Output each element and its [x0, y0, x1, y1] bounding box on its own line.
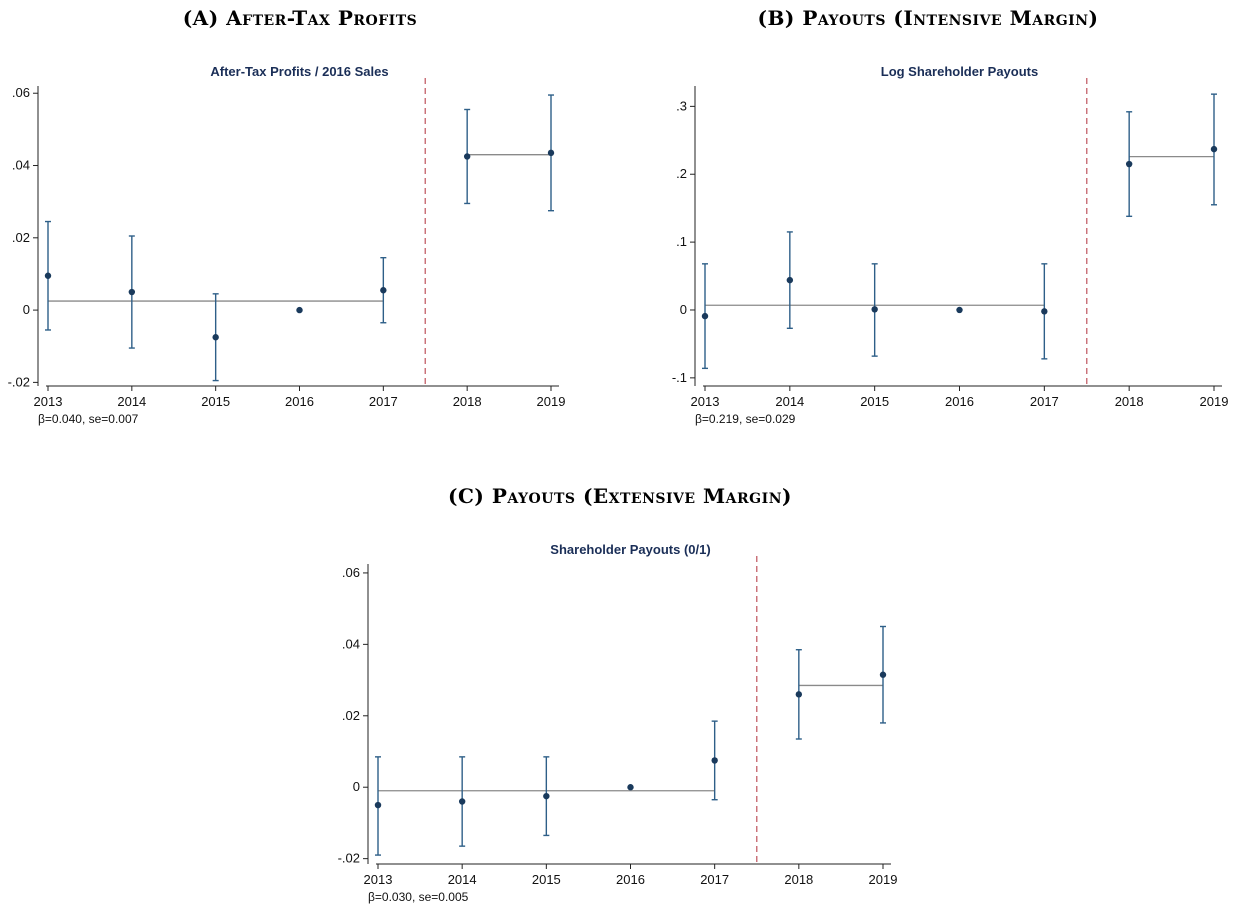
x-tick-label: 2018	[1115, 394, 1144, 409]
data-point	[1125, 160, 1133, 168]
data-point	[879, 671, 887, 678]
data-point	[795, 691, 803, 698]
coefficient-note: β=0.040, se=0.007	[38, 412, 139, 426]
data-point	[627, 784, 634, 791]
x-tick-label: 2017	[1030, 394, 1059, 409]
data-point	[711, 757, 718, 764]
y-tick-label: .04	[342, 636, 360, 651]
x-tick-label: 2014	[775, 394, 804, 409]
panel-c-text: Payouts (Extensive Margin)	[491, 484, 792, 508]
data-point	[786, 276, 794, 284]
x-tick-label: 2013	[34, 394, 63, 409]
x-tick-label: 2017	[369, 394, 398, 409]
y-tick-label: -.02	[338, 851, 360, 866]
data-point	[296, 306, 303, 314]
panel-b-label: (B)	[757, 6, 803, 30]
x-tick-label: 2018	[453, 394, 482, 409]
x-tick-label: 2019	[869, 872, 898, 887]
data-point	[380, 287, 387, 294]
panel-a-heading: (A) After-Tax Profits	[0, 6, 600, 30]
y-tick-label: .3	[676, 98, 687, 113]
y-tick-label: .06	[12, 85, 30, 100]
data-point	[44, 272, 52, 279]
panel-b-text: Payouts (Intensive Margin)	[802, 6, 1099, 30]
x-tick-label: 2015	[860, 394, 889, 409]
y-tick-label: -.02	[8, 374, 30, 389]
y-tick-label: 0	[353, 779, 360, 794]
data-point	[701, 312, 709, 320]
x-tick-label: 2013	[364, 872, 393, 887]
data-point	[871, 306, 878, 313]
panel-b-heading: (B) Payouts (Intensive Margin)	[628, 6, 1228, 30]
x-tick-label: 2015	[201, 394, 230, 409]
data-point	[458, 798, 466, 805]
data-point	[128, 288, 136, 296]
chart-title: Log Shareholder Payouts	[881, 64, 1038, 79]
data-point	[374, 801, 382, 809]
y-tick-label: .06	[342, 565, 360, 580]
y-tick-label: 0	[680, 302, 687, 317]
x-tick-label: 2015	[532, 872, 561, 887]
x-tick-label: 2016	[945, 394, 974, 409]
data-point	[212, 334, 219, 341]
x-tick-label: 2014	[117, 394, 146, 409]
y-tick-label: .1	[676, 234, 687, 249]
coefficient-note: β=0.219, se=0.029	[695, 412, 796, 426]
x-tick-label: 2019	[1200, 394, 1229, 409]
y-tick-label: 0	[23, 302, 30, 317]
x-tick-label: 2018	[784, 872, 813, 887]
data-point	[543, 792, 550, 800]
data-point	[547, 149, 555, 157]
chart-title: After-Tax Profits / 2016 Sales	[210, 64, 388, 79]
coefficient-note: β=0.030, se=0.005	[368, 890, 469, 904]
y-tick-label: .2	[676, 166, 687, 181]
y-tick-label: .02	[342, 708, 360, 723]
panel-c-heading: (C) Payouts (Extensive Margin)	[320, 484, 920, 508]
y-tick-label: .04	[12, 158, 30, 173]
panel-a-text: After-Tax Profits	[226, 6, 418, 30]
data-point	[1041, 308, 1048, 315]
y-tick-label: -.1	[672, 370, 687, 385]
data-point	[1210, 145, 1218, 153]
x-tick-label: 2016	[285, 394, 314, 409]
x-tick-label: 2016	[616, 872, 645, 887]
x-tick-label: 2019	[537, 394, 566, 409]
panel-a-label: (A)	[182, 6, 227, 30]
x-tick-label: 2014	[448, 872, 477, 887]
x-tick-label: 2013	[691, 394, 720, 409]
x-tick-label: 2017	[700, 872, 729, 887]
chart-title: Shareholder Payouts (0/1)	[550, 542, 710, 557]
data-point	[463, 153, 471, 160]
panel-c-label: (C)	[448, 484, 492, 508]
data-point	[956, 306, 963, 314]
y-tick-label: .02	[12, 230, 30, 245]
